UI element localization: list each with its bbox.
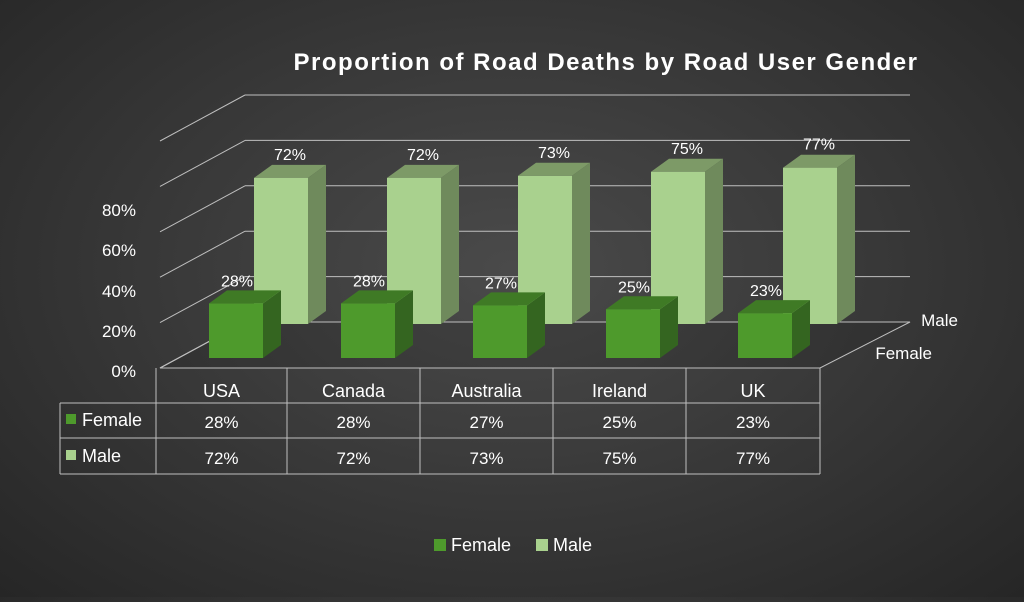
legend-label-female: Female xyxy=(451,535,511,555)
bar-female-side xyxy=(660,296,678,358)
depth-label-female: Female xyxy=(875,344,932,363)
bar-female-front xyxy=(209,303,263,358)
side-gridline xyxy=(159,185,246,233)
bar-male-top xyxy=(518,162,590,176)
legend-swatch-female xyxy=(434,539,446,551)
bar-male-side xyxy=(441,164,459,324)
y-tick-labels: 0% 20% 40% 60% 80% xyxy=(102,201,136,381)
data-label-male: 72% xyxy=(407,147,439,164)
bar-female xyxy=(738,300,810,358)
data-label-male: 73% xyxy=(538,145,570,162)
bar-female-front xyxy=(341,303,395,358)
data-label-male: 77% xyxy=(803,137,835,154)
bar-male-front xyxy=(783,167,837,324)
bar-female-front xyxy=(473,305,527,358)
data-label-female: 25% xyxy=(618,279,650,296)
data-label-female: 28% xyxy=(221,273,253,290)
side-gridline xyxy=(159,139,246,187)
data-label-male: 75% xyxy=(671,141,703,158)
y-tick-label: 20% xyxy=(102,322,136,341)
table-row-header-male: Male xyxy=(82,446,121,466)
y-tick-label: 80% xyxy=(102,201,136,220)
category-label: Canada xyxy=(322,381,386,401)
bar-female-side xyxy=(263,290,281,358)
bar-female-side xyxy=(527,292,545,358)
bar-female-front xyxy=(606,309,660,358)
table-cell-male: 77% xyxy=(736,449,770,468)
bar-female xyxy=(341,290,413,358)
bar-female-top xyxy=(341,290,413,304)
table-cell-male: 75% xyxy=(602,449,636,468)
table-swatch-female xyxy=(66,414,76,424)
bar-male-top xyxy=(783,154,855,168)
data-table: USA 28% 72% Canada 28% 72% Australia 27% 73% Irel… xyxy=(59,368,821,475)
table-cell-female: 23% xyxy=(736,413,770,432)
table-cell-female: 25% xyxy=(602,413,636,432)
category-label: UK xyxy=(740,381,765,401)
bar-female-side xyxy=(792,300,810,358)
bar-female xyxy=(473,292,545,358)
legend-label-male: Male xyxy=(553,535,592,555)
bar-female-front xyxy=(738,313,792,358)
legend-swatch-male xyxy=(536,539,548,551)
bar-female-top xyxy=(738,300,810,314)
table-row-header-female: Female xyxy=(82,410,142,430)
bar-female xyxy=(209,290,281,358)
bar-female-top xyxy=(606,296,678,310)
category-label: Australia xyxy=(451,381,522,401)
table-cell-female: 28% xyxy=(336,413,370,432)
table-cell-male: 73% xyxy=(469,449,503,468)
table-cell-male: 72% xyxy=(204,449,238,468)
bar-male xyxy=(387,164,459,324)
table-cell-male: 72% xyxy=(336,449,370,468)
category-label: Ireland xyxy=(592,381,647,401)
bar-male-side xyxy=(308,164,326,324)
bar-male-top xyxy=(387,164,459,178)
bar-female-top xyxy=(209,290,281,304)
bar-female-side xyxy=(395,290,413,358)
data-label-female: 28% xyxy=(353,273,385,290)
bar-male-side xyxy=(705,158,723,324)
chart-title: Proportion of Road Deaths by Road User G… xyxy=(294,49,919,76)
data-label-male: 72% xyxy=(274,147,306,164)
bar-male-side xyxy=(572,162,590,324)
depth-label-male: Male xyxy=(921,311,958,330)
bar-male-top xyxy=(651,158,723,172)
category-label: USA xyxy=(203,381,240,401)
data-label-female: 27% xyxy=(485,275,517,292)
data-label-female: 23% xyxy=(750,283,782,300)
legend: Female Male xyxy=(434,535,592,555)
bar-male-top xyxy=(254,164,326,178)
bar-female-top xyxy=(473,292,545,306)
y-tick-label: 40% xyxy=(102,282,136,301)
table-cell-female: 28% xyxy=(204,413,238,432)
bar-male-side xyxy=(837,154,855,324)
side-gridline xyxy=(159,94,246,142)
bar-male xyxy=(783,154,855,324)
table-swatch-male xyxy=(66,450,76,460)
table-cell-female: 27% xyxy=(469,413,503,432)
y-tick-label: 60% xyxy=(102,241,136,260)
side-gridline xyxy=(159,230,246,278)
data-labels: 72% 72% 73% 75% 77% 28% 28% 27% 25% 23% xyxy=(221,137,835,300)
y-tick-label: 0% xyxy=(111,362,136,381)
bar-female xyxy=(606,296,678,358)
side-gridline xyxy=(159,276,246,324)
bars-group xyxy=(209,154,855,358)
